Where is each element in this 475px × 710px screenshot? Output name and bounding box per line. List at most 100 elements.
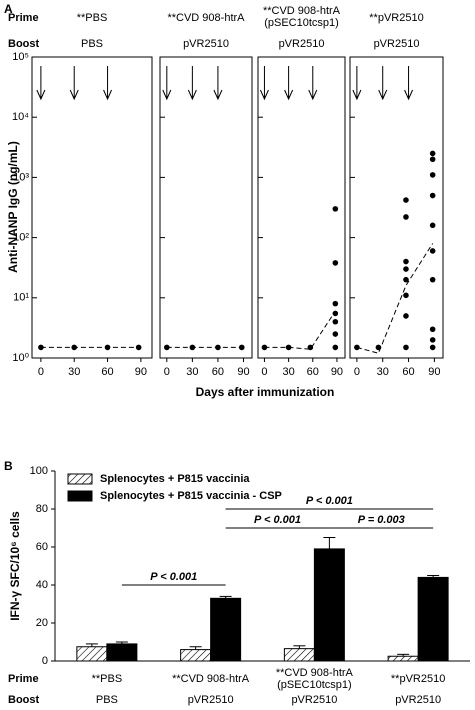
comparison-label: P < 0.001 (150, 571, 197, 583)
data-point (135, 344, 142, 351)
boost-label: pVR2510 (183, 38, 229, 50)
data-point (403, 214, 409, 220)
data-point (332, 206, 339, 212)
x-tick-label: 30 (186, 366, 198, 378)
boost-label: PBS (96, 694, 118, 706)
data-point (354, 344, 360, 351)
x-tick-label: 0 (354, 366, 360, 378)
prime-label: **CVD 908-htrA (263, 5, 341, 17)
x-tick-label: 60 (212, 366, 224, 378)
prime-label: **pVR2510 (369, 12, 423, 24)
boost-label: PBS (81, 38, 103, 50)
x-tick-label: 60 (307, 366, 319, 378)
data-point (403, 197, 409, 203)
trend-line (356, 243, 434, 354)
x-tick-label: 30 (377, 366, 389, 378)
data-point (332, 344, 339, 351)
y-tick-label: 0 (42, 655, 48, 667)
panel-frame (31, 56, 153, 359)
panel-frame (257, 56, 346, 359)
arrow (404, 66, 414, 101)
x-tick-label: 0 (261, 366, 267, 378)
bar (387, 655, 419, 662)
data-point (104, 344, 111, 351)
data-point (332, 260, 339, 266)
legend-label: Splenocytes + P815 vaccinia (100, 473, 250, 485)
arrow (378, 66, 388, 101)
x-tick-label: 90 (237, 366, 249, 378)
bar (283, 648, 315, 662)
prime-label: **CVD 908-htrA (167, 12, 245, 24)
prime-label: **pVR2510 (391, 673, 445, 685)
x-tick-label: 0 (38, 366, 44, 378)
bar (210, 597, 242, 662)
y-axis-label: Anti-NANP IgG (ng/mL) (6, 141, 20, 273)
data-point (332, 318, 339, 325)
y-axis-label: IFN-γ SFC/10⁶ cells (8, 511, 22, 621)
legend-swatch (67, 490, 93, 502)
data-point (71, 344, 78, 351)
panel-label: A (4, 2, 13, 16)
data-point (429, 192, 436, 199)
y-tick-label: 20 (36, 617, 48, 629)
panel-frame (349, 56, 444, 359)
x-tick-label: 90 (331, 366, 343, 378)
x-tick-label: 60 (101, 366, 113, 378)
boost-label: pVR2510 (291, 694, 337, 706)
x-tick-label: 30 (68, 366, 80, 378)
legend-swatch (67, 473, 93, 485)
bar (180, 649, 212, 662)
arrow (36, 66, 46, 101)
arrow (187, 66, 197, 101)
trend-line (264, 310, 336, 350)
data-point (261, 344, 268, 351)
prime-label: **CVD 908-htrA (276, 667, 354, 679)
x-tick-label: 90 (135, 366, 147, 378)
data-point (189, 344, 196, 351)
data-point (403, 344, 409, 351)
arrow (162, 66, 172, 101)
data-point (38, 344, 44, 351)
data-point (332, 310, 339, 317)
data-point (403, 276, 409, 283)
x-tick-label: 60 (402, 366, 414, 378)
boost-label: pVR2510 (395, 694, 441, 706)
arrow (308, 66, 318, 101)
y-tick-label: 80 (36, 503, 48, 515)
data-point (164, 344, 170, 351)
panel-frame (159, 56, 253, 359)
y-tick-label: 100 (30, 465, 48, 477)
data-point (215, 344, 221, 351)
data-point (429, 248, 436, 254)
data-point (429, 337, 436, 343)
y-tick-label: 10² (13, 232, 29, 244)
data-point (403, 258, 409, 265)
boost-label: pVR2510 (374, 38, 420, 50)
data-point (332, 300, 339, 307)
data-point (429, 172, 436, 178)
data-point (285, 344, 292, 351)
prime-label: (pSEC10tcsp1) (277, 679, 352, 691)
bar (417, 576, 449, 662)
y-tick-label: 10⁰ (12, 352, 29, 364)
data-point (375, 344, 382, 351)
comparison-label: P < 0.001 (306, 495, 353, 507)
data-point (429, 326, 436, 333)
arrow (103, 66, 113, 101)
data-point (403, 292, 409, 299)
data-point (332, 331, 339, 337)
row-label: Prime (8, 673, 39, 685)
y-tick-label: 10³ (13, 171, 29, 183)
data-point (429, 344, 436, 351)
prime-label: (pSEC10tcsp1) (264, 17, 339, 29)
arrow (259, 66, 269, 101)
data-point (429, 276, 436, 283)
legend-label: Splenocytes + P815 vaccinia - CSP (100, 490, 282, 502)
data-point (238, 344, 245, 351)
x-tick-label: 0 (164, 366, 170, 378)
row-label: Prime (8, 12, 39, 24)
row-label: Boost (8, 694, 40, 706)
data-point (429, 150, 436, 157)
y-tick-label: 10⁴ (12, 111, 29, 123)
